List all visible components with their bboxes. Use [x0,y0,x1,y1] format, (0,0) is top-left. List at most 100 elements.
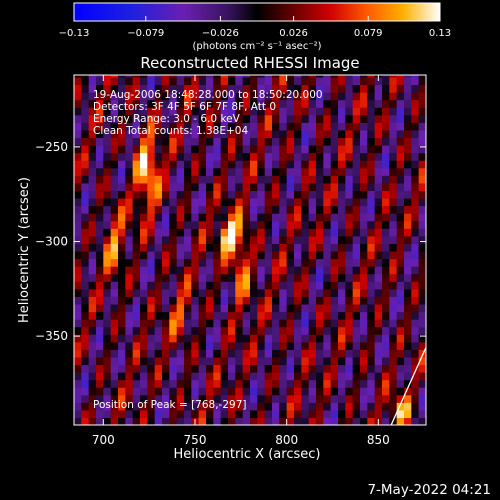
heatmap-cell [301,349,310,358]
heatmap-cell [323,197,332,207]
heatmap-cell [360,409,368,419]
heatmap-cell [352,372,361,381]
heatmap-cell [352,129,361,139]
heatmap-cell [374,243,383,252]
heatmap-cell [198,303,207,313]
heatmap-cell [140,379,148,388]
heatmap-cell [169,76,178,86]
heatmap-cell [389,167,398,176]
heatmap-cell [264,409,273,419]
heatmap-cell [228,349,236,358]
heatmap-cell [250,92,258,101]
heatmap-cell [411,175,420,184]
heatmap-cell [367,228,376,237]
heatmap-cell [411,205,420,214]
heatmap-cell [220,213,229,222]
heatmap-cell [206,235,214,244]
heatmap-cell [345,258,354,267]
heatmap-cell [96,114,104,123]
heatmap-cell [140,364,148,373]
heatmap-cell [132,167,141,176]
heatmap-cell [323,379,332,388]
heatmap-cell [404,303,412,313]
heatmap-cell [360,145,368,154]
heatmap-cell [360,303,368,313]
heatmap-cell [140,129,148,139]
heatmap-cell [330,372,339,381]
heatmap-cell [147,281,156,290]
heatmap-cell [74,152,82,161]
heatmap-cell [389,182,398,192]
heatmap-cell [279,341,288,350]
heatmap-cell [169,160,178,169]
heatmap-cell [257,387,266,396]
heatmap-cell [345,334,354,343]
heatmap-cell [404,417,412,425]
heatmap-cell [235,76,244,86]
heatmap-cell [396,213,405,222]
heatmap-cell [125,76,134,86]
heatmap-cell [228,273,236,282]
heatmap-cell [279,326,288,335]
heatmap-cell [118,76,126,86]
heatmap-cell [242,220,251,229]
heatmap-cell [147,122,156,131]
heatmap-cell [389,364,398,373]
heatmap-cell [360,228,368,237]
heatmap-cell [338,76,346,86]
heatmap-cell [382,228,390,237]
heatmap-cell [191,372,200,381]
heatmap-cell [367,372,376,381]
heatmap-cell [132,288,141,297]
heatmap-cell [176,92,185,101]
heatmap-cell [242,409,251,419]
heatmap-cell [206,175,214,184]
heatmap-cell [389,228,398,237]
heatmap-cell [257,137,266,146]
heatmap-cell [176,311,185,320]
heatmap-cell [367,319,376,328]
heatmap-cell [147,182,156,192]
heatmap-cell [257,402,266,411]
heatmap-cell [81,349,90,358]
heatmap-cell [154,167,163,176]
heatmap-cell [162,296,170,305]
heatmap-cell [147,197,156,207]
heatmap-cell [81,145,90,154]
heatmap-cell [184,387,192,396]
heatmap-cell [360,417,368,425]
heatmap-cell [147,311,156,320]
heatmap-cell [198,235,207,244]
heatmap-cell [345,175,354,184]
heatmap-cell [81,364,90,373]
heatmap-cell [360,76,368,86]
heatmap-cell [323,114,332,123]
heatmap-cell [162,334,170,343]
heatmap-cell [294,266,302,275]
heatmap-cell [132,387,141,396]
heatmap-cell [228,92,236,101]
heatmap-cell [308,296,317,305]
heatmap-cell [169,250,178,260]
heatmap-cell [110,409,119,419]
heatmap-cell [396,349,405,358]
heatmap-cell [411,235,420,244]
heatmap-cell [162,129,170,139]
heatmap-cell [301,84,310,93]
heatmap-cell [389,319,398,328]
heatmap-cell [176,228,185,237]
heatmap-cell [418,326,426,335]
heatmap-cell [74,137,82,146]
heatmap-cell [316,75,324,78]
heatmap-cell [118,114,126,123]
heatmap-cell [404,281,412,290]
heatmap-cell [110,84,119,93]
heatmap-cell [352,341,361,350]
heatmap-cell [118,250,126,260]
heatmap-cell [316,387,324,396]
heatmap-cell [316,99,324,108]
heatmap-cell [360,394,368,403]
heatmap-cell [308,394,317,403]
heatmap-cell [81,281,90,290]
heatmap-cell [308,281,317,290]
